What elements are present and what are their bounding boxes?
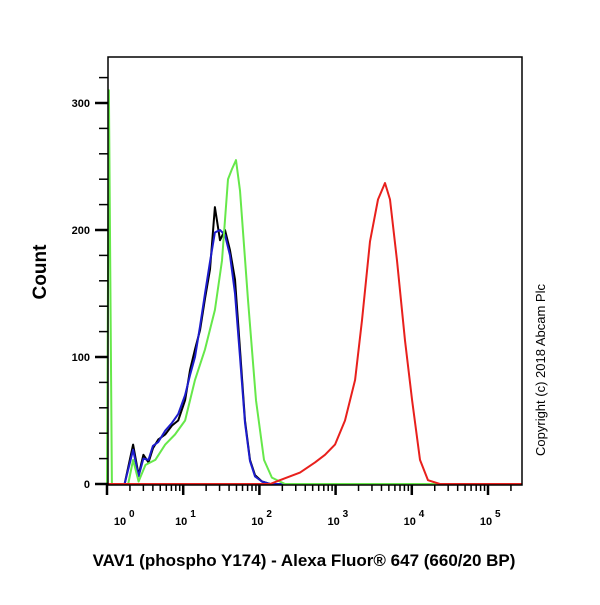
plot-frame xyxy=(107,56,523,486)
x-tick-exponent: 0 xyxy=(129,509,135,520)
x-tick-exponent: 3 xyxy=(343,509,349,520)
histogram-series-1 xyxy=(107,229,522,485)
y-tick-label: 0 xyxy=(84,479,90,491)
x-tick-label: 10 xyxy=(404,516,416,528)
x-tick-label: 10 xyxy=(114,516,126,528)
x-tick-exponent: 1 xyxy=(190,509,196,520)
y-tick-label: 300 xyxy=(72,98,90,110)
copyright-annotation: Copyright (c) 2018 Abcam Plc xyxy=(533,284,548,456)
x-tick-exponent: 2 xyxy=(266,509,272,520)
x-tick-exponent: 4 xyxy=(419,509,425,520)
y-tick-label: 100 xyxy=(72,352,90,364)
x-tick-label: 10 xyxy=(327,516,339,528)
x-axis-label: VAV1 (phospho Y174) - Alexa Fluor® 647 (… xyxy=(93,551,516,570)
y-tick-label: 200 xyxy=(72,225,90,237)
histogram-series-3 xyxy=(107,182,522,485)
series-layer xyxy=(106,89,522,485)
x-tick-label: 10 xyxy=(251,516,263,528)
histogram-series-2 xyxy=(106,89,522,485)
x-tick-exponent: 5 xyxy=(495,509,501,520)
x-tick-label: 10 xyxy=(175,516,187,528)
y-axis-label: Count xyxy=(30,244,51,300)
x-tick-label: 10 xyxy=(480,516,492,528)
histogram-series-0 xyxy=(107,206,522,485)
